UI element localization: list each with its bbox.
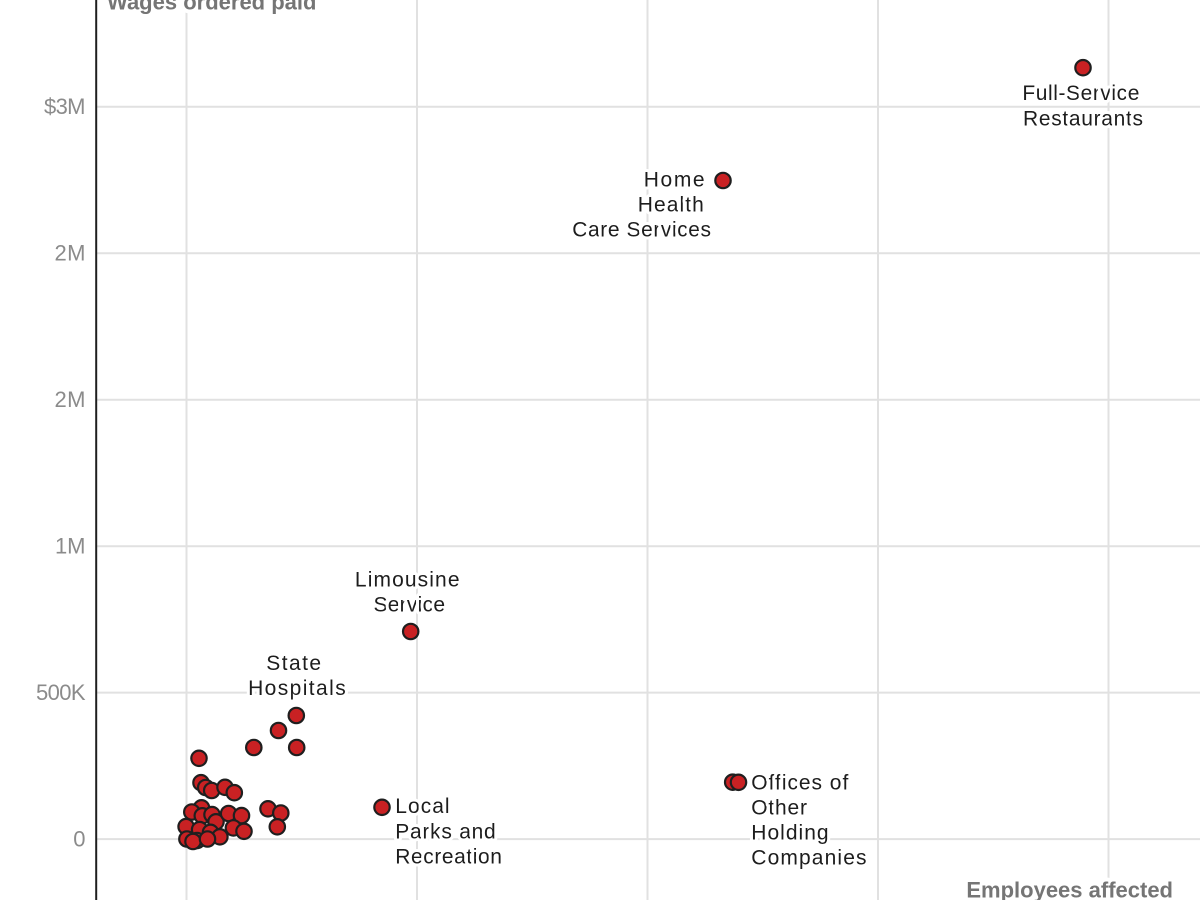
svg-text:Health: Health <box>638 194 704 217</box>
svg-text:Recreation: Recreation <box>395 846 502 869</box>
svg-text:2M: 2M <box>55 387 86 412</box>
svg-text:Restaurants: Restaurants <box>1023 107 1143 130</box>
svg-text:1M: 1M <box>55 534 86 559</box>
svg-text:Local: Local <box>395 795 449 818</box>
svg-text:0: 0 <box>73 826 85 851</box>
svg-text:Companies: Companies <box>751 847 866 870</box>
svg-text:State: State <box>266 652 321 675</box>
svg-text:Wages ordered paid: Wages ordered paid <box>107 0 316 15</box>
svg-text:$3M: $3M <box>44 94 86 119</box>
svg-text:Full-Service: Full-Service <box>1022 82 1139 105</box>
svg-text:Employees affected: Employees affected <box>966 877 1173 900</box>
svg-text:Parks and: Parks and <box>395 820 495 843</box>
svg-text:500K: 500K <box>36 680 86 705</box>
svg-text:Holding: Holding <box>751 822 828 845</box>
svg-text:Limousine: Limousine <box>355 569 460 592</box>
svg-text:Home: Home <box>644 169 705 192</box>
svg-text:Hospitals: Hospitals <box>248 677 346 700</box>
svg-text:Care Services: Care Services <box>572 219 711 242</box>
svg-text:Service: Service <box>374 593 446 616</box>
svg-text:Offices of: Offices of <box>751 771 848 794</box>
svg-text:2M: 2M <box>55 241 86 266</box>
svg-text:Other: Other <box>751 796 807 819</box>
